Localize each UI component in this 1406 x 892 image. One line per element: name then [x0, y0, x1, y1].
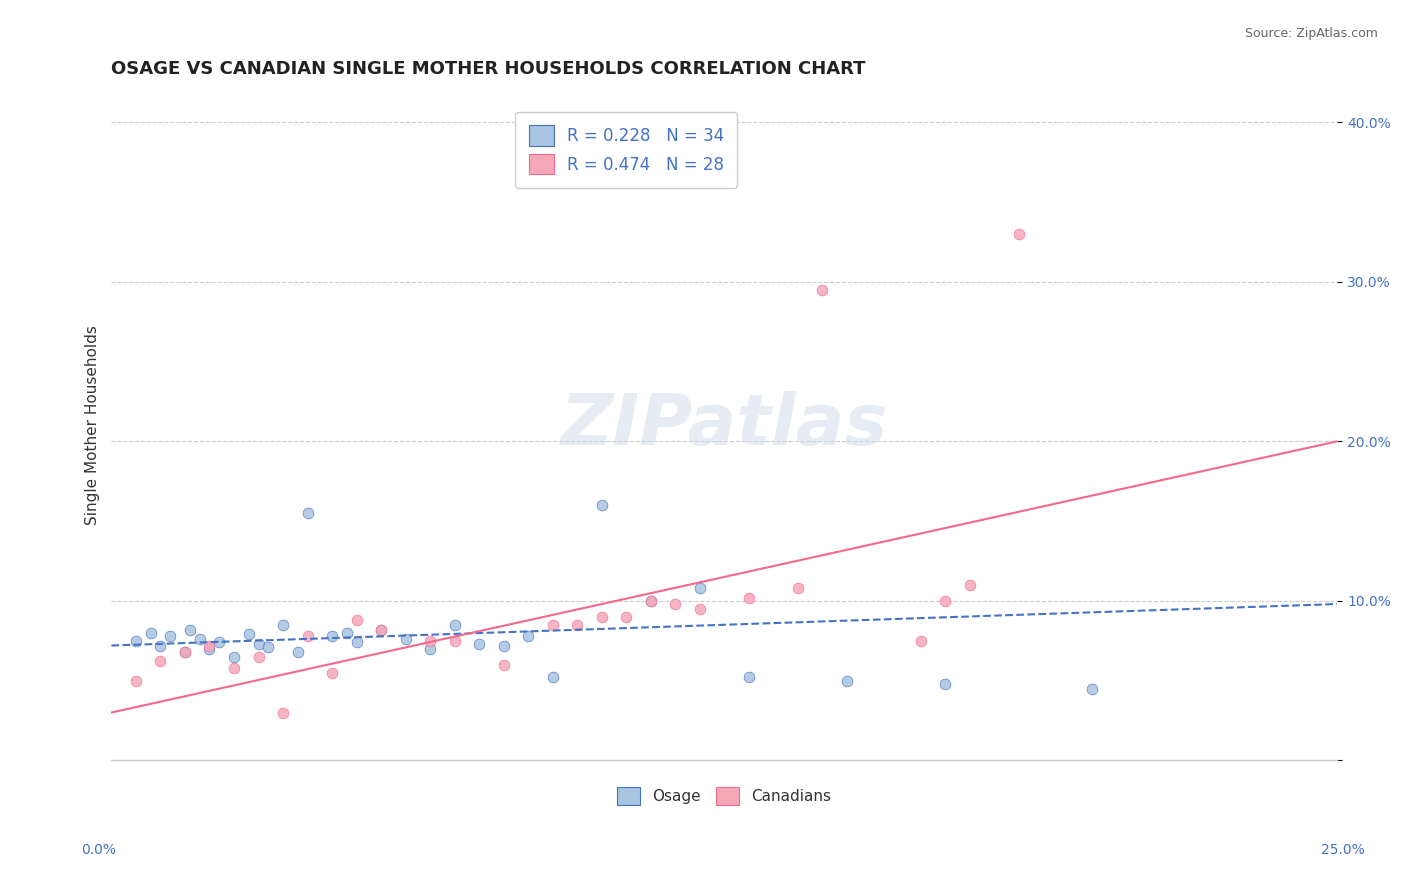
Text: 25.0%: 25.0% — [1320, 843, 1365, 857]
Point — [738, 670, 761, 684]
Point — [591, 609, 613, 624]
Point — [443, 617, 465, 632]
Text: OSAGE VS CANADIAN SINGLE MOTHER HOUSEHOLDS CORRELATION CHART: OSAGE VS CANADIAN SINGLE MOTHER HOUSEHOL… — [111, 60, 866, 78]
Point — [614, 609, 637, 624]
Point — [287, 645, 309, 659]
Point — [738, 591, 761, 605]
Point — [567, 617, 589, 632]
Point — [271, 706, 294, 720]
Point — [297, 629, 319, 643]
Point — [468, 637, 491, 651]
Point — [370, 623, 392, 637]
Point — [835, 673, 858, 688]
Point — [787, 581, 810, 595]
Point — [1081, 681, 1104, 696]
Point — [139, 625, 162, 640]
Point — [179, 623, 201, 637]
Point — [689, 602, 711, 616]
Point — [395, 632, 418, 647]
Point — [247, 637, 270, 651]
Legend: Osage, Canadians: Osage, Canadians — [610, 779, 839, 813]
Point — [640, 594, 662, 608]
Point — [198, 641, 221, 656]
Point — [591, 498, 613, 512]
Point — [492, 639, 515, 653]
Point — [271, 617, 294, 632]
Point — [174, 645, 197, 659]
Point — [811, 283, 834, 297]
Point — [346, 635, 368, 649]
Point — [419, 633, 441, 648]
Point — [492, 657, 515, 672]
Point — [125, 633, 148, 648]
Point — [188, 632, 211, 647]
Point — [959, 578, 981, 592]
Point — [321, 629, 343, 643]
Point — [346, 613, 368, 627]
Point — [370, 623, 392, 637]
Point — [934, 594, 956, 608]
Point — [222, 649, 245, 664]
Point — [640, 594, 662, 608]
Point — [1007, 227, 1029, 241]
Text: Source: ZipAtlas.com: Source: ZipAtlas.com — [1244, 27, 1378, 40]
Point — [443, 633, 465, 648]
Point — [247, 649, 270, 664]
Point — [222, 661, 245, 675]
Point — [257, 640, 280, 654]
Point — [910, 633, 932, 648]
Point — [125, 673, 148, 688]
Point — [198, 639, 221, 653]
Y-axis label: Single Mother Households: Single Mother Households — [86, 326, 100, 525]
Point — [419, 641, 441, 656]
Point — [159, 629, 181, 643]
Point — [664, 597, 686, 611]
Point — [336, 625, 359, 640]
Point — [541, 670, 564, 684]
Point — [208, 635, 231, 649]
Point — [149, 655, 172, 669]
Point — [517, 629, 540, 643]
Text: ZIPatlas: ZIPatlas — [561, 391, 889, 459]
Point — [174, 645, 197, 659]
Point — [934, 677, 956, 691]
Point — [689, 581, 711, 595]
Point — [321, 665, 343, 680]
Point — [149, 639, 172, 653]
Text: 0.0%: 0.0% — [82, 843, 115, 857]
Point — [238, 627, 260, 641]
Point — [541, 617, 564, 632]
Point — [297, 506, 319, 520]
